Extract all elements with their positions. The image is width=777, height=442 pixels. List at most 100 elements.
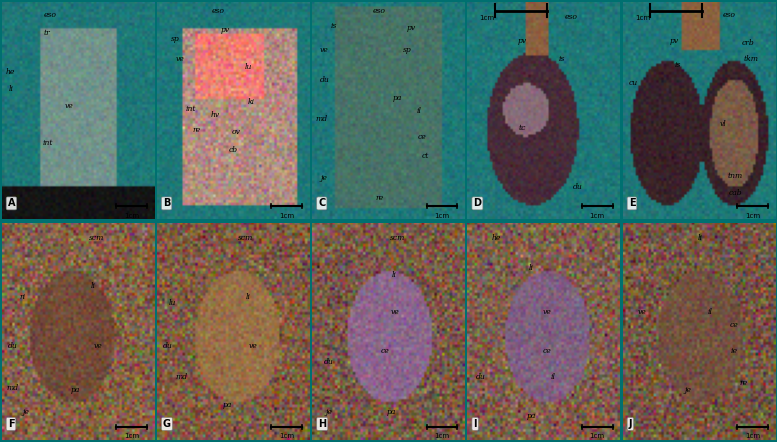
- Text: eso: eso: [565, 13, 578, 21]
- Text: vl: vl: [720, 120, 726, 128]
- Text: ve: ve: [638, 308, 646, 316]
- Text: C: C: [318, 198, 326, 208]
- Text: G: G: [163, 419, 171, 429]
- Text: pa: pa: [393, 94, 402, 102]
- Text: pv: pv: [517, 37, 527, 45]
- Text: sp: sp: [171, 35, 179, 43]
- Text: pa: pa: [222, 401, 232, 409]
- Text: md: md: [315, 115, 327, 123]
- Text: il: il: [550, 373, 556, 381]
- Text: F: F: [8, 419, 14, 429]
- Text: ce: ce: [730, 321, 738, 329]
- Text: du: du: [162, 343, 172, 351]
- Text: ce: ce: [542, 347, 551, 355]
- Text: je: je: [321, 174, 328, 182]
- Text: tkm: tkm: [744, 55, 758, 63]
- Text: J: J: [629, 419, 632, 429]
- Text: 1cm: 1cm: [635, 15, 650, 21]
- Text: ct: ct: [421, 152, 429, 160]
- Text: re: re: [739, 379, 747, 387]
- Text: is: is: [674, 61, 681, 69]
- Text: ve: ve: [93, 343, 103, 351]
- Text: 1cm: 1cm: [434, 213, 450, 219]
- Text: scm: scm: [89, 234, 104, 242]
- Text: du: du: [573, 183, 582, 191]
- Text: md: md: [6, 384, 19, 392]
- Text: ve: ve: [390, 308, 399, 316]
- Text: lu: lu: [169, 299, 176, 307]
- Text: re: re: [193, 126, 200, 134]
- Text: je: je: [685, 386, 692, 394]
- Text: ce: ce: [418, 133, 427, 141]
- Text: tr: tr: [44, 29, 51, 37]
- Text: scm: scm: [238, 234, 253, 242]
- Text: E: E: [629, 198, 636, 208]
- Text: int: int: [185, 105, 196, 113]
- Text: B: B: [163, 198, 170, 208]
- Text: int: int: [42, 139, 53, 147]
- Text: hv: hv: [211, 111, 219, 119]
- Text: eso: eso: [44, 11, 57, 19]
- Text: 1cm: 1cm: [745, 213, 760, 219]
- Text: ve: ve: [320, 46, 329, 54]
- Text: sp: sp: [402, 46, 411, 54]
- Text: I: I: [473, 419, 477, 429]
- Text: li: li: [529, 264, 534, 272]
- Text: eso: eso: [373, 7, 386, 15]
- Text: 1cm: 1cm: [434, 433, 450, 439]
- Text: li: li: [91, 282, 96, 290]
- Text: cb: cb: [228, 146, 238, 154]
- Text: md: md: [175, 373, 187, 381]
- Text: du: du: [324, 358, 334, 366]
- Text: he: he: [492, 234, 501, 242]
- Text: D: D: [473, 198, 482, 208]
- Text: is: is: [559, 55, 566, 63]
- Text: tnm: tnm: [728, 172, 744, 180]
- Text: is: is: [330, 22, 336, 30]
- Text: 1cm: 1cm: [745, 433, 760, 439]
- Text: li: li: [9, 85, 13, 93]
- Text: il: il: [707, 308, 713, 316]
- Text: pv: pv: [670, 37, 679, 45]
- Text: pv: pv: [221, 27, 230, 34]
- Text: pa: pa: [387, 408, 396, 415]
- Text: je: je: [326, 408, 333, 415]
- Text: 1cm: 1cm: [590, 433, 605, 439]
- Text: cab: cab: [729, 189, 743, 197]
- Text: lu: lu: [245, 63, 253, 71]
- Text: pa: pa: [70, 386, 79, 394]
- Text: crb: crb: [741, 39, 754, 47]
- Text: cu: cu: [629, 79, 638, 87]
- Text: re: re: [375, 194, 383, 202]
- Text: 1cm: 1cm: [590, 213, 605, 219]
- Text: du: du: [476, 373, 486, 381]
- Text: eso: eso: [211, 7, 225, 15]
- Text: 1cm: 1cm: [124, 433, 139, 439]
- Text: du: du: [319, 76, 329, 84]
- Text: he: he: [6, 68, 16, 76]
- Text: je: je: [23, 408, 30, 415]
- Text: A: A: [8, 198, 16, 208]
- Text: ve: ve: [176, 55, 184, 63]
- Text: li: li: [698, 234, 703, 242]
- Text: ve: ve: [542, 308, 551, 316]
- Text: 1cm: 1cm: [279, 433, 294, 439]
- Text: ve: ve: [249, 343, 257, 351]
- Text: 1cm: 1cm: [279, 213, 294, 219]
- Text: H: H: [318, 419, 326, 429]
- Text: 1cm: 1cm: [479, 15, 495, 21]
- Text: li: li: [246, 293, 251, 301]
- Text: ov: ov: [232, 129, 241, 137]
- Text: pa: pa: [527, 412, 536, 420]
- Text: ie: ie: [730, 347, 737, 355]
- Text: ri: ri: [20, 293, 26, 301]
- Text: pv: pv: [407, 24, 416, 32]
- Text: li: li: [392, 271, 397, 279]
- Text: 1cm: 1cm: [124, 213, 139, 219]
- Text: ve: ve: [64, 103, 73, 110]
- Text: ki: ki: [248, 98, 255, 106]
- Text: il: il: [416, 107, 422, 115]
- Text: scm: scm: [390, 234, 406, 242]
- Text: du: du: [8, 343, 17, 351]
- Text: eso: eso: [723, 11, 736, 19]
